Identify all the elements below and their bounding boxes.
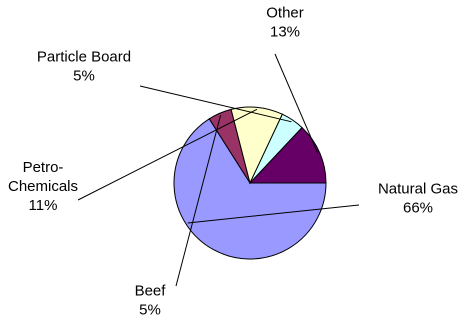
slice-label-beef: Beef 5% — [135, 283, 167, 319]
slice-labels-layer: Natural Gas 66% Beef 5% Petro- Chemicals 11% Pa… — [8, 5, 458, 319]
leader-line-other — [274, 53, 319, 154]
slice-label-petro-chemicals: Petro- Chemicals 11% — [8, 159, 78, 214]
slice-percent-text: 66% — [403, 200, 433, 217]
slice-percent-text: 5% — [73, 68, 95, 85]
leader-line-particle-board — [139, 85, 292, 123]
slice-category-text: Chemicals — [8, 178, 78, 195]
pie-slice-natural-gas — [173, 118, 327, 260]
leader-line-beef — [175, 114, 222, 287]
slice-category-text: Beef — [135, 283, 167, 300]
slices-layer — [173, 106, 327, 260]
slice-category-text: Natural Gas — [378, 181, 458, 198]
slice-label-other: Other 13% — [266, 5, 304, 41]
leader-line-petro-chemicals — [77, 108, 258, 201]
slice-percent-text: 13% — [270, 24, 300, 41]
pie-slice-other — [248, 126, 327, 184]
slice-percent-text: 5% — [139, 302, 161, 319]
leader-lines-layer — [77, 53, 360, 287]
leader-line-natural-gas — [187, 204, 360, 224]
slice-percent-text: 11% — [29, 197, 58, 214]
slice-category-text: Petro- — [23, 159, 64, 176]
slice-label-natural-gas: Natural Gas 66% — [378, 181, 458, 217]
slice-category-text: Other — [266, 5, 304, 22]
slice-label-particle-board: Particle Board 5% — [37, 49, 131, 85]
slice-category-text: Particle Board — [37, 49, 131, 66]
